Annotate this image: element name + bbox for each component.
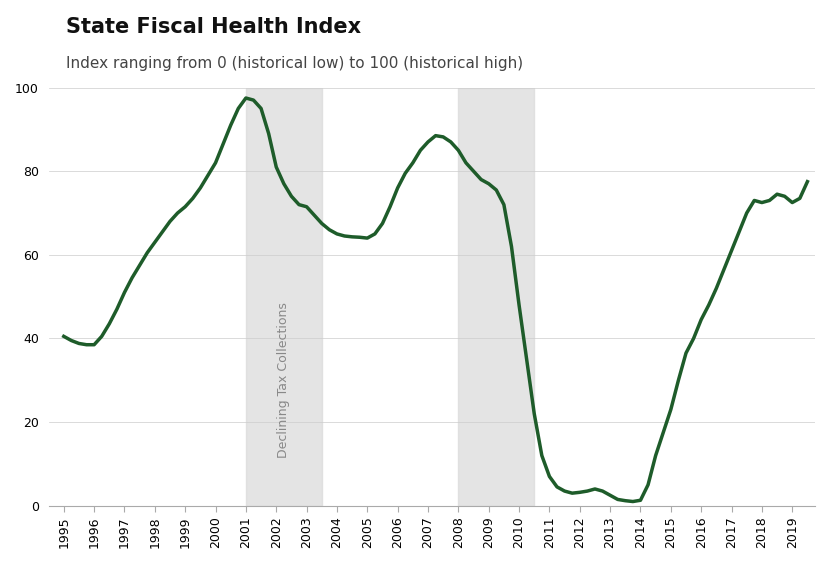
- Text: State Fiscal Health Index: State Fiscal Health Index: [66, 17, 362, 37]
- Bar: [458, 88, 535, 506]
- Text: Index ranging from 0 (historical low) to 100 (historical high): Index ranging from 0 (historical low) to…: [66, 56, 524, 72]
- Text: Declining Tax Collections: Declining Tax Collections: [277, 302, 290, 458]
- Bar: [246, 88, 322, 506]
